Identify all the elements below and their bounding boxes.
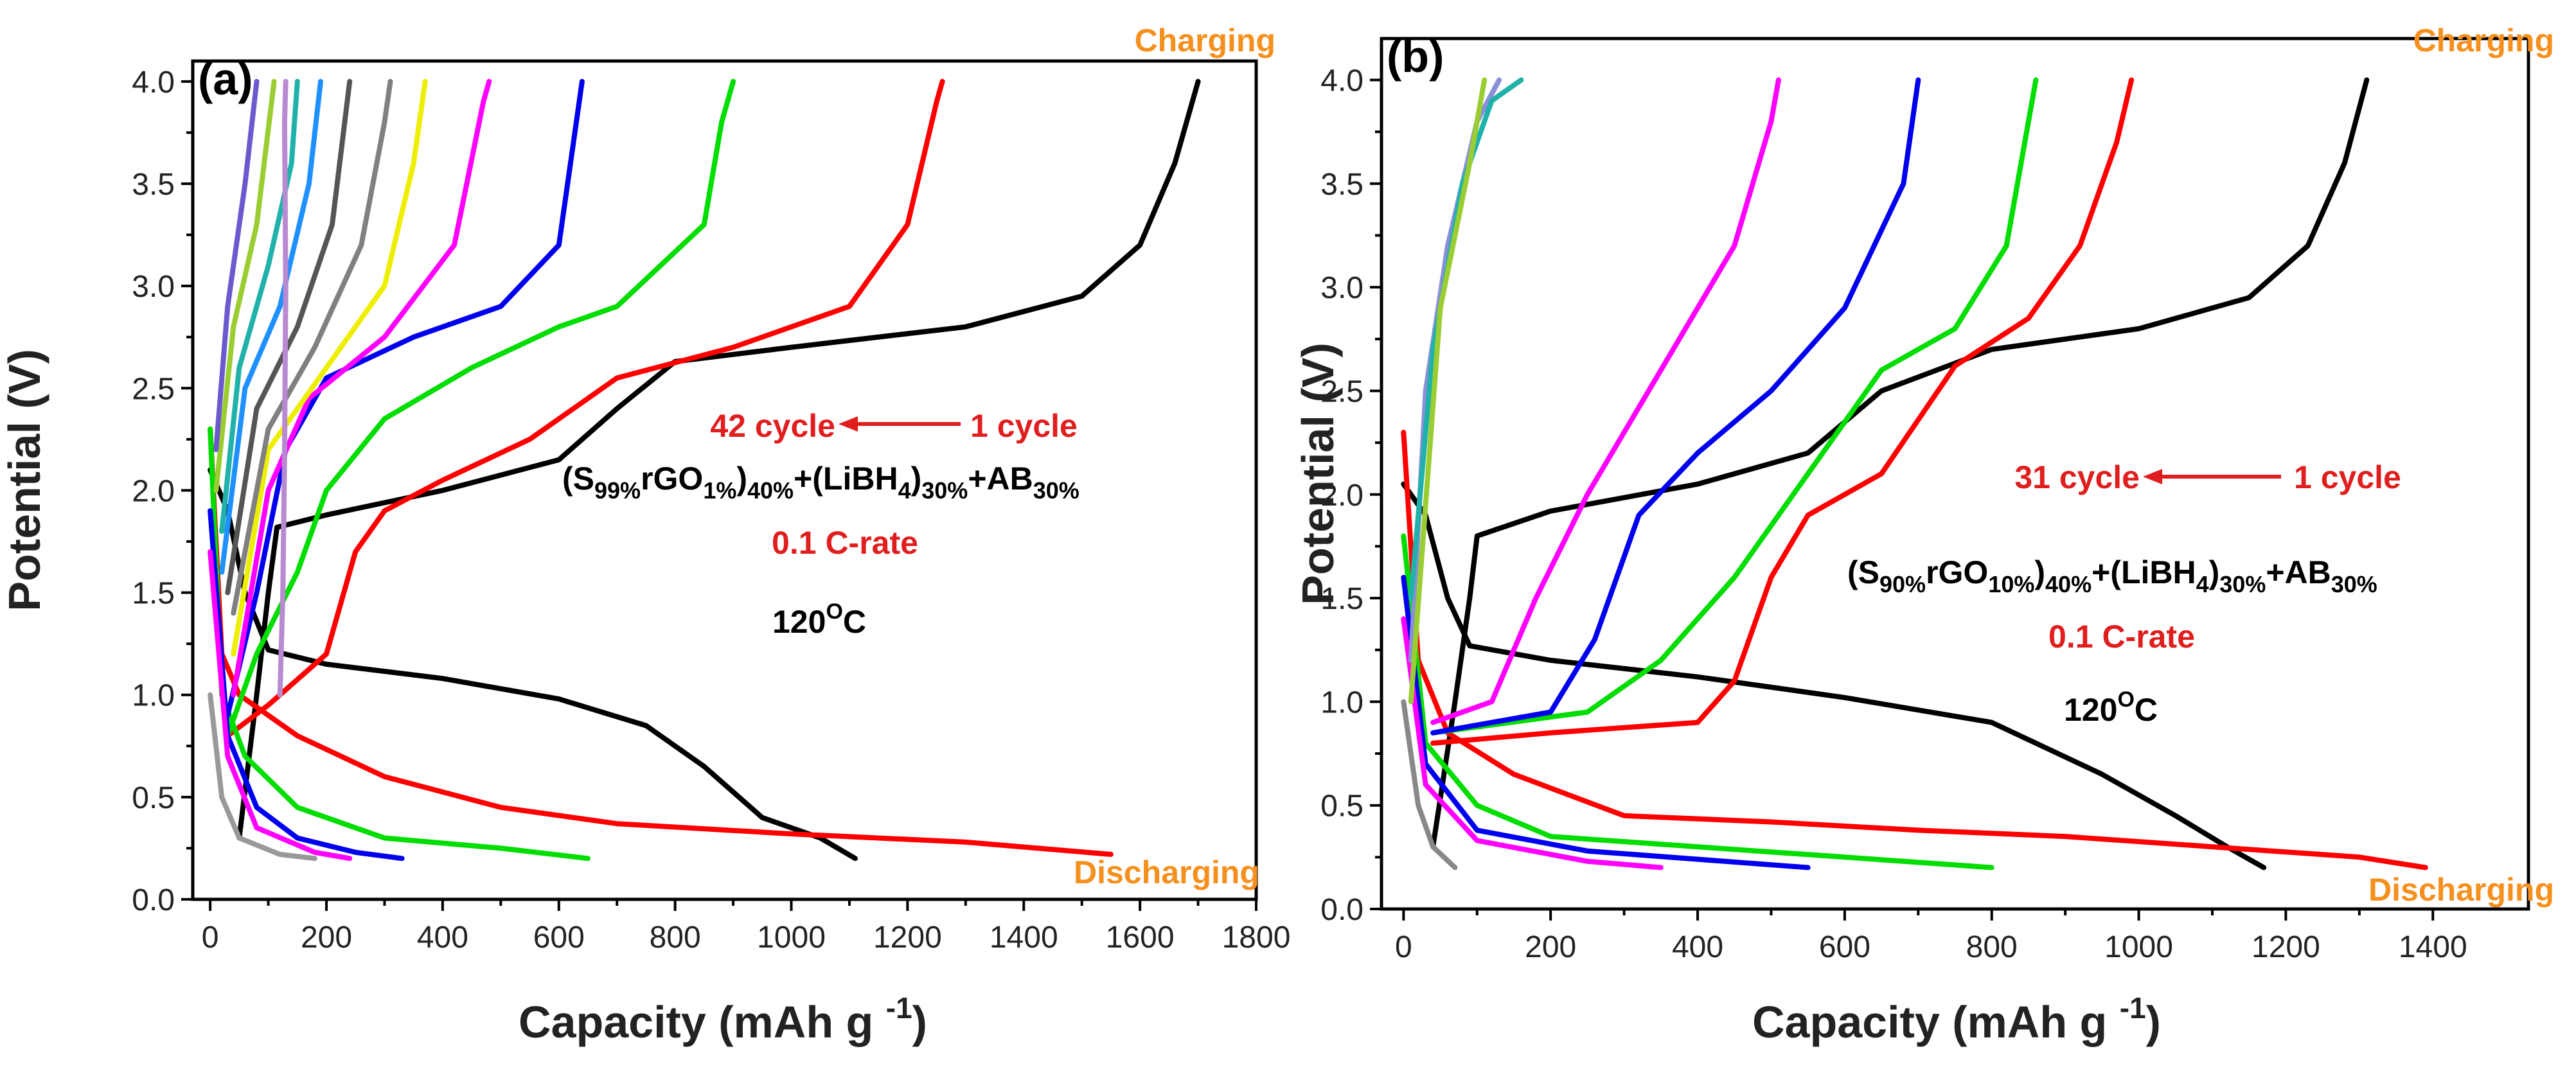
discharging-label: Discharging	[2368, 872, 2554, 908]
series-line-12	[1408, 77, 1488, 705]
x-tick-label: 1000	[2104, 930, 2173, 964]
y-tick-label: 1.5	[1320, 582, 1364, 616]
plot-frame	[1380, 37, 2530, 911]
x-tick-label: 1400	[990, 921, 1058, 955]
series-line-9	[1430, 77, 1781, 725]
panel-label: (a)	[198, 54, 253, 104]
x-tick-label: 1200	[2252, 930, 2320, 964]
y-tick-label: 3.0	[1320, 271, 1364, 305]
series-line-16	[213, 78, 260, 452]
y-tick-label: 4.0	[1320, 64, 1364, 98]
cycle-start-label: 1 cycle	[970, 408, 1078, 444]
series-line-8	[1401, 616, 1664, 870]
y-tick-label: 3.5	[1320, 168, 1364, 202]
series-line-13	[219, 78, 323, 575]
x-tick-label: 1600	[1106, 921, 1175, 955]
chart-panel-a: 0 200 400 600 800 1000 1200 1400 1600 1800 0.0 0.5 1…	[0, 22, 1290, 1047]
temperature-label: 120OC	[2064, 687, 2158, 728]
panel-label: (b)	[1387, 31, 1444, 82]
series-line-0	[208, 467, 858, 861]
series-line-13	[1401, 699, 1458, 870]
discharging-label: Discharging	[1074, 854, 1259, 890]
y-tick-label: 2.0	[1320, 479, 1364, 513]
series-line-15	[213, 78, 277, 493]
series-line-5	[1430, 77, 2039, 736]
x-tick-label: 1800	[1222, 921, 1291, 955]
series-line-17	[277, 78, 289, 698]
series-line-11	[1408, 77, 1524, 601]
series-line-10	[231, 78, 428, 657]
series-line-0	[1401, 481, 2267, 870]
charging-label: Charging	[1135, 22, 1275, 58]
series-line-9	[231, 78, 492, 698]
y-tick-label: 2.0	[132, 474, 175, 508]
x-tick-label: 200	[1525, 930, 1576, 964]
x-tick-label: 400	[417, 921, 468, 955]
y-tick-label: 1.0	[132, 679, 175, 713]
x-tick-label: 1000	[757, 921, 826, 955]
series-line-10	[1408, 77, 1502, 663]
y-tick-label: 2.5	[1320, 375, 1364, 409]
y-axis-label: Potential (V)	[0, 349, 49, 611]
y-tick-label: 2.5	[132, 372, 175, 406]
y-axis-label: Potential (V)	[1293, 342, 1343, 604]
cycle-end-label: 31 cycle	[2014, 459, 2140, 495]
charging-label: Charging	[2413, 22, 2554, 58]
x-tick-label: 0	[202, 921, 219, 955]
x-tick-label: 600	[1819, 930, 1870, 964]
x-tick-label: 800	[1966, 930, 2018, 964]
x-tick-label: 1200	[873, 921, 942, 955]
plot-frame	[191, 59, 1258, 901]
x-axis-label: Capacity (mAh g -1)	[1752, 991, 2161, 1047]
x-tick-label: 200	[301, 921, 352, 955]
series-line-7	[225, 78, 585, 718]
series-line-1	[236, 78, 1201, 841]
c-rate-label: 0.1 C-rate	[772, 525, 918, 561]
y-tick-label: 0.5	[132, 781, 175, 815]
chart-panel-b: 0 200 400 600 800 1000 1200 1400 0.0 0.5 1.0 1.5 2.0…	[1293, 22, 2554, 1047]
x-tick-label: 600	[533, 921, 585, 955]
series-line-3	[225, 78, 945, 739]
y-tick-label: 4.0	[132, 66, 175, 100]
cycle-start-label: 1 cycle	[2294, 459, 2401, 495]
temperature-label: 120OC	[772, 599, 866, 640]
arrow-head-icon	[2143, 469, 2162, 484]
y-tick-label: 1.0	[1320, 685, 1364, 719]
arrow-head-icon	[839, 416, 858, 432]
series-group	[1401, 77, 2428, 870]
x-axis-label: Capacity (mAh g -1)	[519, 991, 927, 1047]
y-tick-label: 3.0	[132, 270, 175, 304]
composition-formula: (S90%rGO10%)40%+(LiBH4)30%+AB30%	[1847, 554, 2377, 597]
composition-formula: (S99%rGO1%)40%+(LiBH4)30%+AB30%	[562, 461, 1079, 504]
series-line-2	[1401, 430, 2428, 870]
series-line-2	[208, 426, 1114, 857]
series-line-11	[231, 78, 393, 616]
series-line-8	[208, 549, 353, 861]
series-line-6	[1401, 574, 1811, 870]
series-line-12	[225, 78, 353, 595]
c-rate-label: 0.1 C-rate	[2048, 619, 2195, 655]
series-line-14	[219, 78, 300, 534]
y-tick-label: 0.0	[1320, 893, 1364, 927]
y-tick-label: 3.5	[132, 168, 175, 202]
cycle-end-label: 42 cycle	[710, 408, 835, 444]
y-tick-label: 1.5	[132, 577, 175, 611]
series-group	[208, 78, 1201, 861]
x-tick-label: 400	[1672, 930, 1723, 964]
x-tick-label: 800	[650, 921, 701, 955]
x-tick-label: 1400	[2399, 930, 2467, 964]
series-line-18	[208, 692, 317, 861]
y-tick-label: 0.0	[132, 883, 175, 917]
x-tick-label: 0	[1395, 930, 1412, 964]
series-line-7	[1430, 77, 1921, 736]
y-tick-label: 0.5	[1320, 789, 1364, 824]
series-line-3	[1430, 77, 2135, 746]
